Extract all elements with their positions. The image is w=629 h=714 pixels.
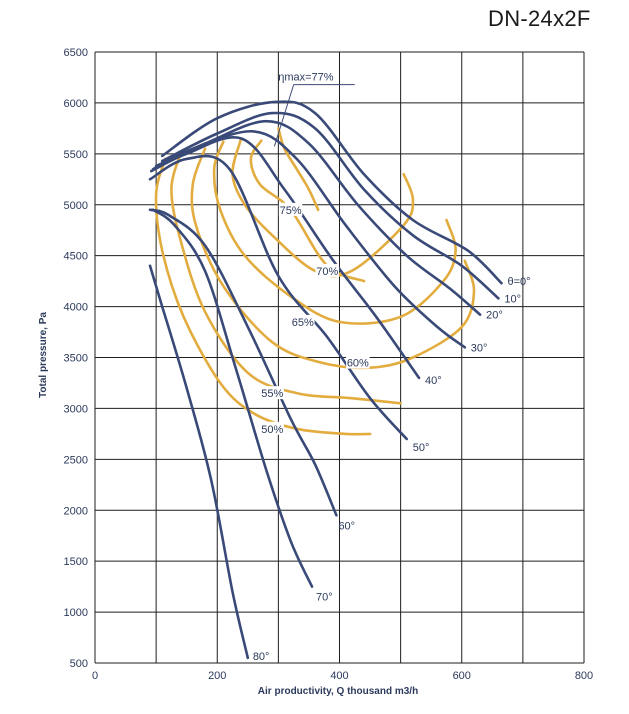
y-tick-label: 1000 <box>64 607 88 619</box>
axis-ticks: 0 200 400 600 800 500 1000 1500 2000 2500 3000 3500… <box>64 47 594 682</box>
efficiency-label-bg <box>260 421 285 435</box>
y-tick-label: 5000 <box>64 200 88 212</box>
efficiency-label-bg <box>315 263 340 277</box>
blade-angle-curve <box>148 208 338 517</box>
blade-angle-label: 20° <box>486 310 503 322</box>
blade-angle-curve <box>148 154 408 441</box>
efficiency-curve <box>231 139 415 278</box>
efficiency-label-bg <box>291 314 315 328</box>
leader-line <box>273 84 295 147</box>
blade-angle-label: 10° <box>504 293 521 305</box>
blade-angle-label: 70° <box>316 592 333 604</box>
y-tick-label: 3500 <box>64 353 88 365</box>
y-tick-label: 6000 <box>64 98 88 110</box>
y-tick-label: 2500 <box>64 454 88 466</box>
blade-angle-curve <box>160 100 503 285</box>
x-tick-label: 0 <box>92 670 98 682</box>
blade-angle-label: 40° <box>425 375 442 387</box>
curve-labels: θ=0° 10°20° 30° 40° 50° 60° 70° 80° ηmax=77% 75% 7… <box>253 72 531 663</box>
blade-angle-curves <box>148 100 503 660</box>
efficiency-curve <box>277 127 320 212</box>
blade-angle-curve <box>149 136 421 380</box>
y-tick-label: 500 <box>70 658 88 670</box>
y-tick-label: 6500 <box>64 47 88 59</box>
efficiency-max-label: ηmax=77% <box>278 72 334 84</box>
y-tick-label: 1500 <box>64 556 88 568</box>
efficiency-curve <box>190 147 476 370</box>
blade-angle-curve <box>151 208 314 588</box>
y-tick-label: 5500 <box>64 149 88 161</box>
y-axis-label: Total pressure, Pa <box>38 312 49 398</box>
blade-angle-curve <box>148 264 250 660</box>
efficiency-label: 60% <box>347 358 369 370</box>
blade-angle-curve <box>151 130 467 349</box>
efficiency-curve <box>170 152 402 405</box>
chart-title: DN-24x2F <box>488 6 591 31</box>
y-tick-label: 2000 <box>64 505 88 517</box>
efficiency-curve <box>249 139 366 283</box>
efficiency-label-bg <box>346 355 370 369</box>
y-tick-label: 4000 <box>64 302 88 314</box>
blade-angle-label: 30° <box>471 342 488 354</box>
x-tick-label: 200 <box>208 670 226 682</box>
efficiency-label: 75% <box>280 205 302 217</box>
efficiency-label: 55% <box>261 388 283 400</box>
blade-angle-label: 80° <box>253 651 270 663</box>
x-axis-label: Air productivity, Q thousand m3/h <box>258 686 418 697</box>
y-tick-label: 3000 <box>64 403 88 415</box>
efficiency-label-bg <box>260 386 285 400</box>
x-tick-label: 800 <box>575 670 593 682</box>
blade-angle-label: θ=0° <box>507 276 530 288</box>
efficiency-label-bg <box>278 202 303 216</box>
x-tick-label: 600 <box>453 670 471 682</box>
y-tick-label: 4500 <box>64 251 88 263</box>
x-tick-label: 400 <box>330 670 348 682</box>
efficiency-label: 70% <box>316 266 338 278</box>
efficiency-curve <box>212 140 457 325</box>
efficiency-label: 50% <box>261 424 283 436</box>
efficiency-label: 65% <box>292 317 314 329</box>
blade-angle-curve <box>160 111 500 300</box>
efficiency-curves <box>154 127 476 436</box>
blade-angle-label: 60° <box>338 520 355 532</box>
blade-angle-label: 50° <box>413 442 430 454</box>
